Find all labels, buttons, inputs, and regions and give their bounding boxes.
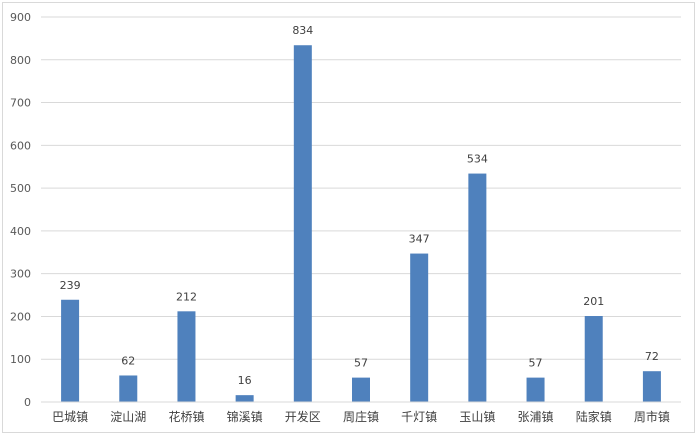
data-label: 72 [645, 350, 659, 363]
bar [352, 377, 370, 402]
y-tick-label: 300 [10, 268, 31, 281]
y-tick-label: 600 [10, 139, 31, 152]
x-category-label: 陆家镇 [576, 409, 612, 424]
y-tick-label: 900 [10, 11, 31, 24]
bars [61, 45, 661, 402]
x-category-label: 淀山湖 [110, 409, 146, 424]
y-tick-label: 700 [10, 97, 31, 110]
bar [119, 375, 138, 402]
bar [410, 253, 429, 402]
bar [235, 395, 254, 402]
bar [61, 299, 80, 402]
chart-frame [2, 2, 695, 433]
data-label: 239 [60, 279, 81, 292]
x-category-label: 张浦镇 [518, 410, 554, 424]
data-label: 347 [409, 233, 430, 246]
data-label: 62 [121, 354, 135, 367]
bar [177, 311, 196, 402]
y-tick-label: 100 [10, 353, 31, 366]
data-label: 212 [176, 290, 197, 303]
bar [468, 173, 487, 402]
x-category-label: 玉山镇 [459, 410, 495, 424]
y-tick-label: 800 [10, 54, 31, 67]
bar [293, 45, 312, 402]
data-label: 201 [583, 295, 604, 308]
x-category-label: 花桥镇 [168, 409, 204, 424]
y-tick-label: 0 [24, 396, 31, 409]
bar [584, 316, 603, 402]
gridlines [41, 16, 681, 360]
data-label: 16 [238, 374, 252, 387]
y-tick-label: 200 [10, 310, 31, 323]
data-label: 57 [529, 357, 543, 370]
y-tick-label: 400 [10, 225, 31, 238]
data-label: 534 [467, 153, 488, 166]
data-label: 57 [354, 357, 368, 370]
x-category-label: 开发区 [285, 409, 321, 424]
x-category-label: 锦溪镇 [227, 410, 263, 424]
x-category-label: 周市镇 [634, 409, 670, 424]
x-category-label: 周庄镇 [343, 409, 379, 424]
data-labels: 239 62 212 16 834 57 347 534 57 201 72 [60, 24, 659, 387]
bar [642, 371, 661, 402]
x-category-label: 千灯镇 [401, 410, 437, 424]
y-tick-label: 500 [10, 182, 31, 195]
x-axis-categories: 巴城镇 淀山湖 花桥镇 锦溪镇 开发区 周庄镇 千灯镇 玉山镇 张浦镇 陆家镇 周市镇 [52, 409, 670, 424]
bar [526, 377, 545, 402]
data-label: 834 [292, 24, 313, 37]
x-category-label: 巴城镇 [52, 410, 88, 424]
y-axis-ticks: 0 100 200 300 400 500 600 700 800 900 [10, 11, 31, 409]
